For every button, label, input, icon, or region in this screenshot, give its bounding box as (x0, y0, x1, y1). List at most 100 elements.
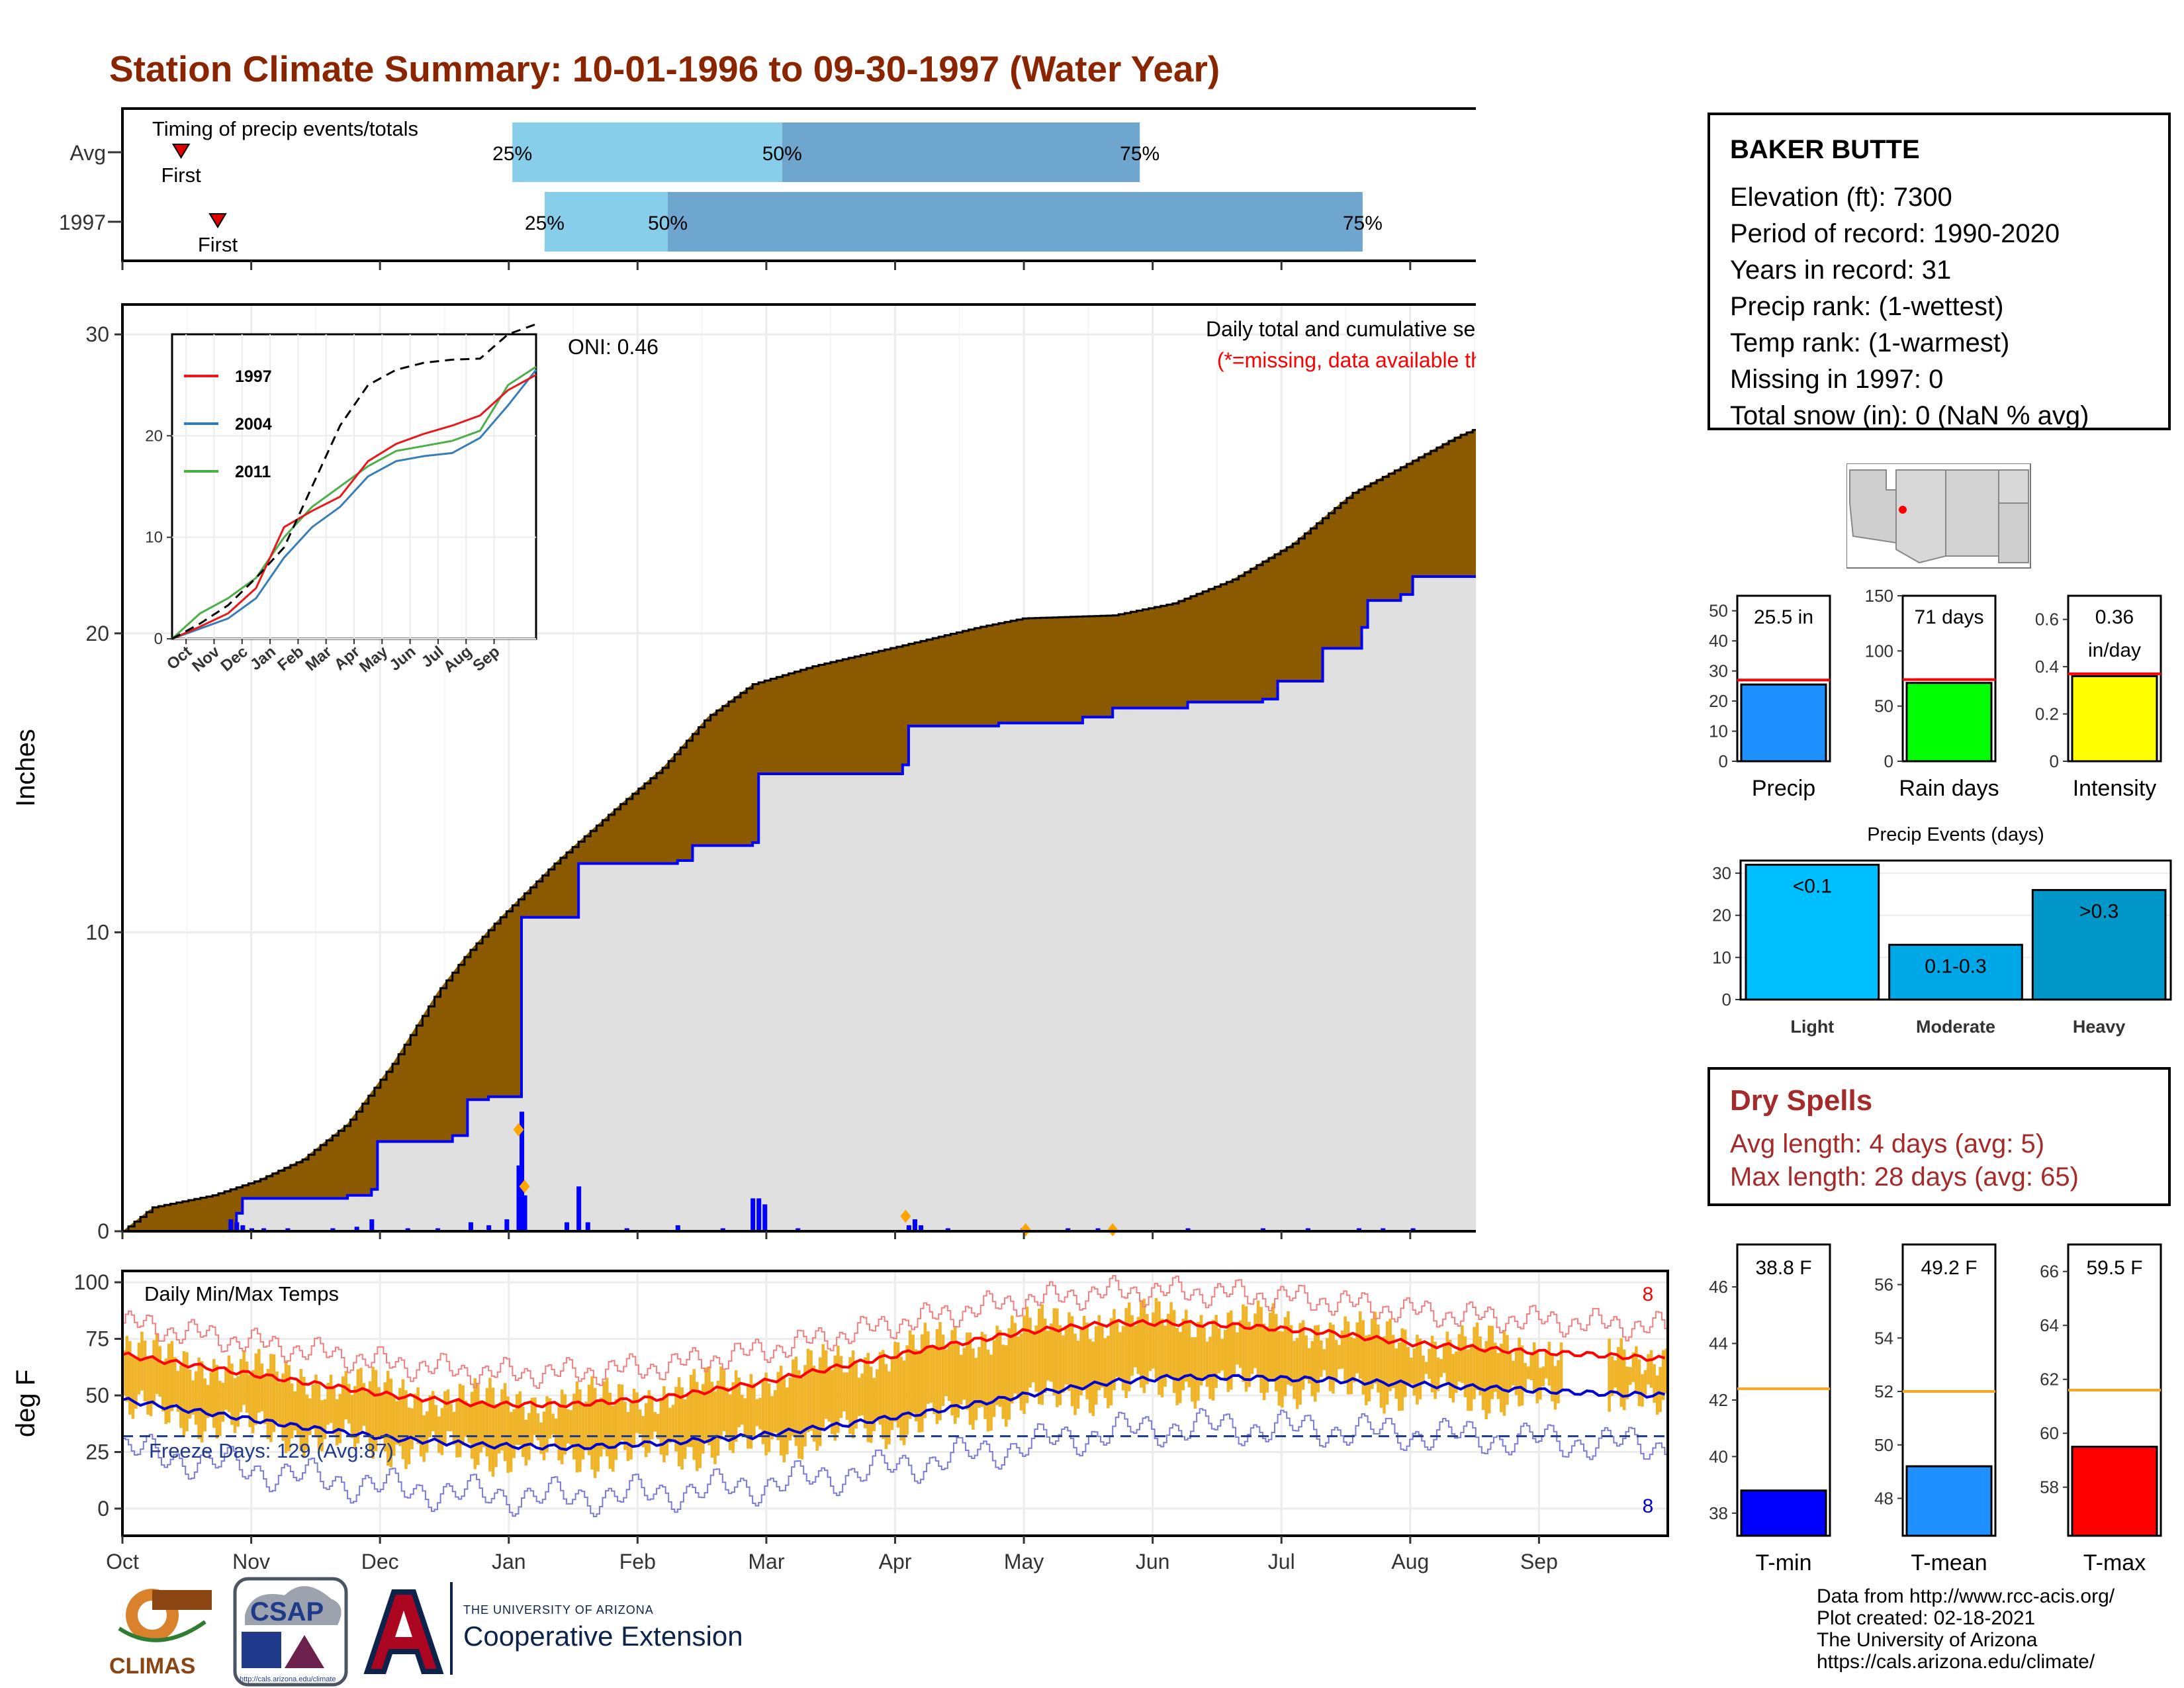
temp-daily-bar (563, 1394, 567, 1455)
temp-daily-bar (1520, 1345, 1524, 1406)
precip-daily-bar (1260, 1228, 1265, 1231)
temp-daily-bar (1424, 1362, 1428, 1374)
temp-daily-bar (938, 1322, 942, 1421)
temp-daily-bar (176, 1371, 180, 1412)
page-title: Station Climate Summary: 10-01-1996 to 0… (109, 48, 1220, 89)
temp-daily-bar (587, 1384, 591, 1456)
temp-daily-bar (149, 1355, 153, 1417)
temp-daily-bar (494, 1404, 498, 1468)
temp-daily-bar (638, 1409, 642, 1434)
temp-daily-bar (818, 1357, 822, 1446)
temp-daily-bar (1211, 1319, 1215, 1401)
precip-daily-bar (1185, 1228, 1191, 1231)
temp-daily-bar (962, 1348, 966, 1400)
temp-daily-bar (1268, 1312, 1272, 1381)
temp-daily-bar (1031, 1331, 1035, 1383)
temp-daily-bar (305, 1394, 309, 1450)
temp-daily-bar (905, 1345, 909, 1435)
temp-summary-label: T-min (1756, 1550, 1812, 1575)
month-label: Mar (748, 1550, 784, 1573)
temp-daily-bar (506, 1396, 510, 1474)
temp-daily-bar (1445, 1331, 1449, 1383)
info-line: Missing in 1997: 0 (1730, 365, 1944, 394)
temp-daily-bar (665, 1393, 669, 1456)
temp-daily-bar (251, 1370, 255, 1434)
precip-daily-bar (468, 1222, 473, 1231)
precip-daily-bar (1381, 1228, 1386, 1231)
temp-daily-bar (212, 1359, 216, 1428)
temp-daily-bar (509, 1412, 513, 1472)
temp-daily-bar (590, 1376, 594, 1470)
temp-daily-bar (416, 1387, 420, 1444)
temp-ytick-label: 25 (85, 1440, 109, 1464)
temp-daily-bar (443, 1391, 447, 1444)
temp-daily-bar (512, 1409, 516, 1458)
temp-daily-bar (758, 1397, 762, 1430)
temp-daily-bar (371, 1366, 375, 1459)
temp-daily-bar (284, 1360, 288, 1454)
events-ytick-label: 10 (1712, 947, 1731, 967)
temp-daily-bar (1085, 1323, 1089, 1399)
temp-daily-bar (446, 1389, 450, 1432)
temp-daily-bar (632, 1388, 636, 1446)
temp-daily-bar (338, 1393, 341, 1444)
month-label: Sep (1520, 1550, 1558, 1573)
temp-daily-bar (1559, 1342, 1563, 1391)
temp-daily-bar (275, 1371, 279, 1423)
summary-ytick-label: 50 (1709, 601, 1728, 621)
temp-daily-bar (479, 1400, 483, 1453)
temp-daily-bar (998, 1330, 1002, 1407)
temp-daily-bar (671, 1405, 675, 1440)
summary-bar-label: Intensity (2073, 776, 2157, 801)
temp-daily-bar (239, 1359, 243, 1413)
temp-daily-bar (1391, 1335, 1395, 1388)
temp-daily-bar (377, 1387, 381, 1440)
temp-daily-bar (1625, 1366, 1629, 1399)
temp-daily-bar (1637, 1359, 1641, 1407)
temp-summary-ytick-label: 54 (1874, 1328, 1893, 1348)
temp-daily-bar (779, 1366, 783, 1456)
temp-avg-min-line (122, 1373, 1666, 1451)
temp-daily-bar (1154, 1297, 1158, 1381)
temp-daily-bar (344, 1371, 348, 1420)
temp-daily-bar (1481, 1348, 1485, 1411)
temp-daily-bar (1629, 1367, 1632, 1385)
temp-daily-bar (833, 1355, 837, 1441)
temp-daily-bar (1379, 1339, 1383, 1408)
temp-daily-bar (1295, 1338, 1299, 1409)
summary-bar-text: 25.5 in (1754, 606, 1813, 628)
summary-ytick-label: 40 (1709, 631, 1728, 651)
temp-summary-ytick-label: 62 (2040, 1370, 2059, 1389)
temp-daily-bar (1622, 1349, 1626, 1411)
temp-daily-bar (929, 1346, 933, 1403)
temp-max-label: 8 (1643, 1284, 1654, 1305)
temp-daily-bar (1518, 1337, 1521, 1407)
temp-summary-bar (1740, 1489, 1827, 1537)
temp-daily-bar (164, 1358, 168, 1425)
temp-summary-ytick-label: 52 (1874, 1382, 1893, 1401)
summary-ytick-label: 100 (1865, 641, 1893, 661)
temp-daily-bar (467, 1405, 471, 1443)
temp-daily-bar (1073, 1333, 1077, 1415)
temp-summary-ytick-label: 58 (2040, 1477, 2059, 1497)
info-line: Total snow (in): 0 (NaN % avg) (1730, 401, 2089, 430)
temp-daily-bar (191, 1380, 195, 1415)
temp-daily-bar (1220, 1338, 1224, 1371)
temp-daily-bar (1121, 1326, 1125, 1391)
temp-daily-bar (422, 1415, 426, 1462)
temp-daily-bar (1236, 1332, 1239, 1365)
temp-daily-bar (158, 1346, 161, 1397)
events-bar-label: 0.1-0.3 (1925, 955, 1986, 977)
temp-daily-bar (464, 1400, 468, 1437)
temp-daily-bar (428, 1395, 432, 1438)
temp-daily-bar (1371, 1319, 1374, 1389)
precip-avg-line (122, 429, 1476, 1233)
temp-daily-bar (1310, 1340, 1314, 1397)
summary-bars: 0 10 20 30 40 50 25.5 in Precip 0 50 100 150 71 days… (1709, 586, 2162, 801)
events-bar-label: >0.3 (2079, 901, 2118, 923)
temp-daily-bar (1124, 1308, 1128, 1399)
temp-daily-bar (470, 1391, 474, 1459)
temp-daily-bar (1178, 1332, 1182, 1403)
temp-daily-bar (1433, 1341, 1437, 1399)
events-title: Precip Events (days) (1867, 824, 2044, 845)
